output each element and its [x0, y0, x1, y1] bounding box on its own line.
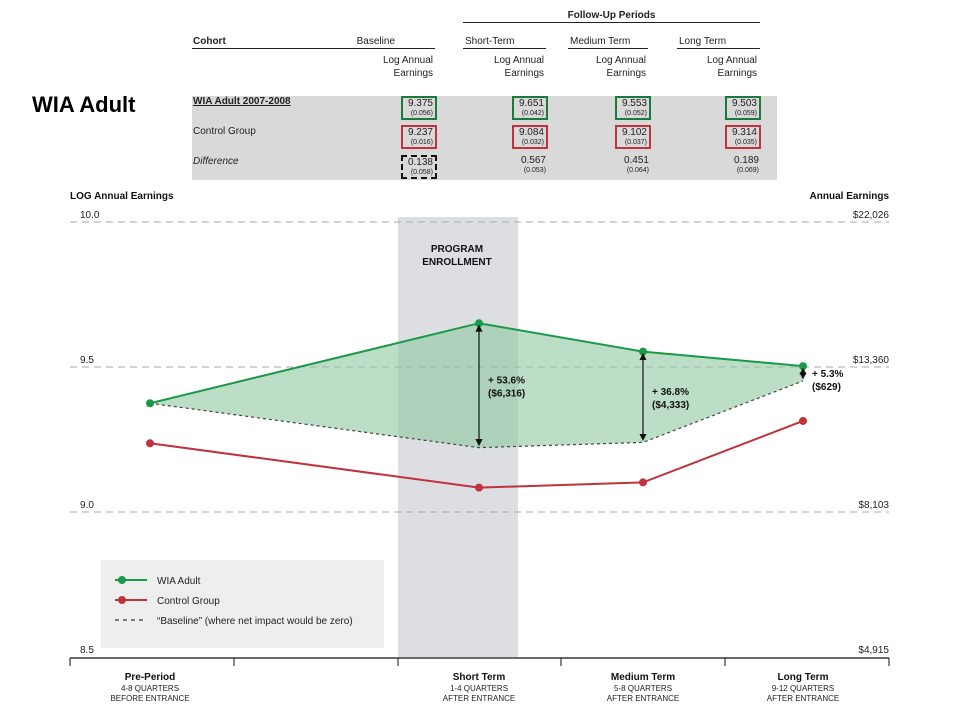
y2-tick-label-1: $13,360 — [853, 355, 890, 366]
x-tick-label-3: Long Term — [778, 672, 829, 683]
y-tick-label-2: 9.0 — [80, 500, 94, 511]
y2-axis-label: Annual Earnings — [810, 191, 890, 202]
table-background — [192, 96, 777, 180]
y-axis-label: LOG Annual Earnings — [70, 191, 174, 202]
header-rule-cohort — [192, 48, 435, 49]
medium-term-header: Medium Term — [570, 36, 631, 47]
y-tick-label-0: 10.0 — [80, 210, 100, 221]
long-term-header: Long Term — [679, 36, 727, 47]
y-tick-label-1: 9.5 — [80, 355, 94, 366]
control-short-cell: 9.084 (0.032) — [512, 125, 548, 149]
control-point-2 — [639, 478, 647, 487]
impact-label-pct-2: + 5.3% — [812, 369, 844, 380]
page-title: WIA Adult — [32, 92, 136, 117]
difference-long-cell: 0.189 (0.069) — [733, 155, 759, 174]
legend-wia-marker — [118, 576, 126, 584]
shade-label-line1: PROGRAM — [431, 244, 483, 255]
wia-short-cell: 9.651 (0.042) — [512, 96, 548, 120]
x-tick-sub2-2: AFTER ENTRANCE — [607, 694, 679, 703]
wia-point-2 — [639, 347, 647, 356]
x-tick-sub1-3: 9-12 QUARTERS — [772, 684, 835, 693]
difference-baseline-cell: 0.138 (0.058) — [401, 155, 437, 179]
row-label-control: Control Group — [193, 126, 256, 137]
wia-point-0 — [146, 399, 154, 408]
impact-area — [150, 323, 803, 448]
shade-label-line2: ENROLLMENT — [422, 257, 491, 268]
followup-header: Follow-Up Periods — [567, 10, 656, 21]
x-tick-sub1-2: 5-8 QUARTERS — [614, 684, 672, 693]
measure-label-baseline: Log Annual Earnings — [382, 55, 433, 79]
control-point-3 — [799, 416, 807, 425]
baseline-header: Baseline — [356, 36, 395, 47]
wia-long-cell: 9.503 (0.059) — [725, 96, 761, 120]
x-tick-sub1-1: 1-4 QUARTERS — [450, 684, 508, 693]
legend-control-label: Control Group — [157, 596, 220, 607]
wia-baseline-cell: 9.375 (0.056) — [401, 96, 437, 120]
legend-wia-label: WIA Adult — [157, 576, 201, 587]
control-long-cell: 9.314 (0.035) — [725, 125, 761, 149]
followup-rule — [463, 22, 760, 23]
measure-label-short: Log Annual Earnings — [493, 55, 544, 79]
impact-label-pct-0: + 53.6% — [488, 375, 525, 386]
impact-label-dollars-0: ($6,316) — [488, 388, 525, 399]
measure-label-long: Log Annual Earnings — [706, 55, 757, 79]
difference-short-cell: 0.567 (0.053) — [520, 155, 546, 174]
cohort-header: Cohort — [193, 36, 226, 47]
impact-label-dollars-1: ($4,333) — [652, 400, 689, 411]
row-label-wia: WIA Adult 2007-2008 — [193, 96, 291, 107]
short-term-header: Short-Term — [465, 36, 515, 47]
wia-point-3 — [799, 362, 807, 371]
header-rule-medium — [568, 48, 648, 49]
wia-series-line — [149, 322, 804, 405]
control-point-0 — [146, 439, 154, 448]
control-baseline-cell: 9.237 (0.016) — [401, 125, 437, 149]
x-tick-sub2-3: AFTER ENTRANCE — [767, 694, 839, 703]
y-tick-label-3: 8.5 — [80, 645, 94, 656]
control-series-line — [149, 420, 804, 489]
y2-tick-label-2: $8,103 — [858, 500, 889, 511]
x-tick-sub2-1: AFTER ENTRANCE — [443, 694, 515, 703]
x-tick-label-0: Pre-Period — [125, 672, 176, 683]
legend-control-marker — [118, 596, 126, 604]
header-rule-short — [463, 48, 546, 49]
impact-label-pct-1: + 36.8% — [652, 387, 689, 398]
x-tick-sub2-0: BEFORE ENTRANCE — [110, 694, 189, 703]
y2-tick-label-0: $22,026 — [853, 210, 890, 221]
impact-label-dollars-2: ($629) — [812, 382, 841, 393]
x-tick-sub1-0: 4-8 QUARTERS — [121, 684, 179, 693]
control-point-1 — [475, 483, 483, 492]
legend-baseline-label: “Baseline” (where net impact would be ze… — [157, 616, 353, 627]
header-rule-long — [677, 48, 760, 49]
baseline-series-line — [149, 380, 804, 449]
x-tick-label-2: Medium Term — [611, 672, 675, 683]
wia-medium-cell: 9.553 (0.052) — [615, 96, 651, 120]
measure-label-medium: Log Annual Earnings — [595, 55, 646, 79]
row-label-difference: Difference — [193, 156, 239, 167]
legend-box — [101, 560, 384, 648]
control-medium-cell: 9.102 (0.037) — [615, 125, 651, 149]
wia-point-1 — [475, 319, 483, 328]
y2-tick-label-3: $4,915 — [858, 645, 889, 656]
difference-medium-cell: 0.451 (0.064) — [623, 155, 649, 174]
x-tick-label-1: Short Term — [453, 672, 506, 683]
